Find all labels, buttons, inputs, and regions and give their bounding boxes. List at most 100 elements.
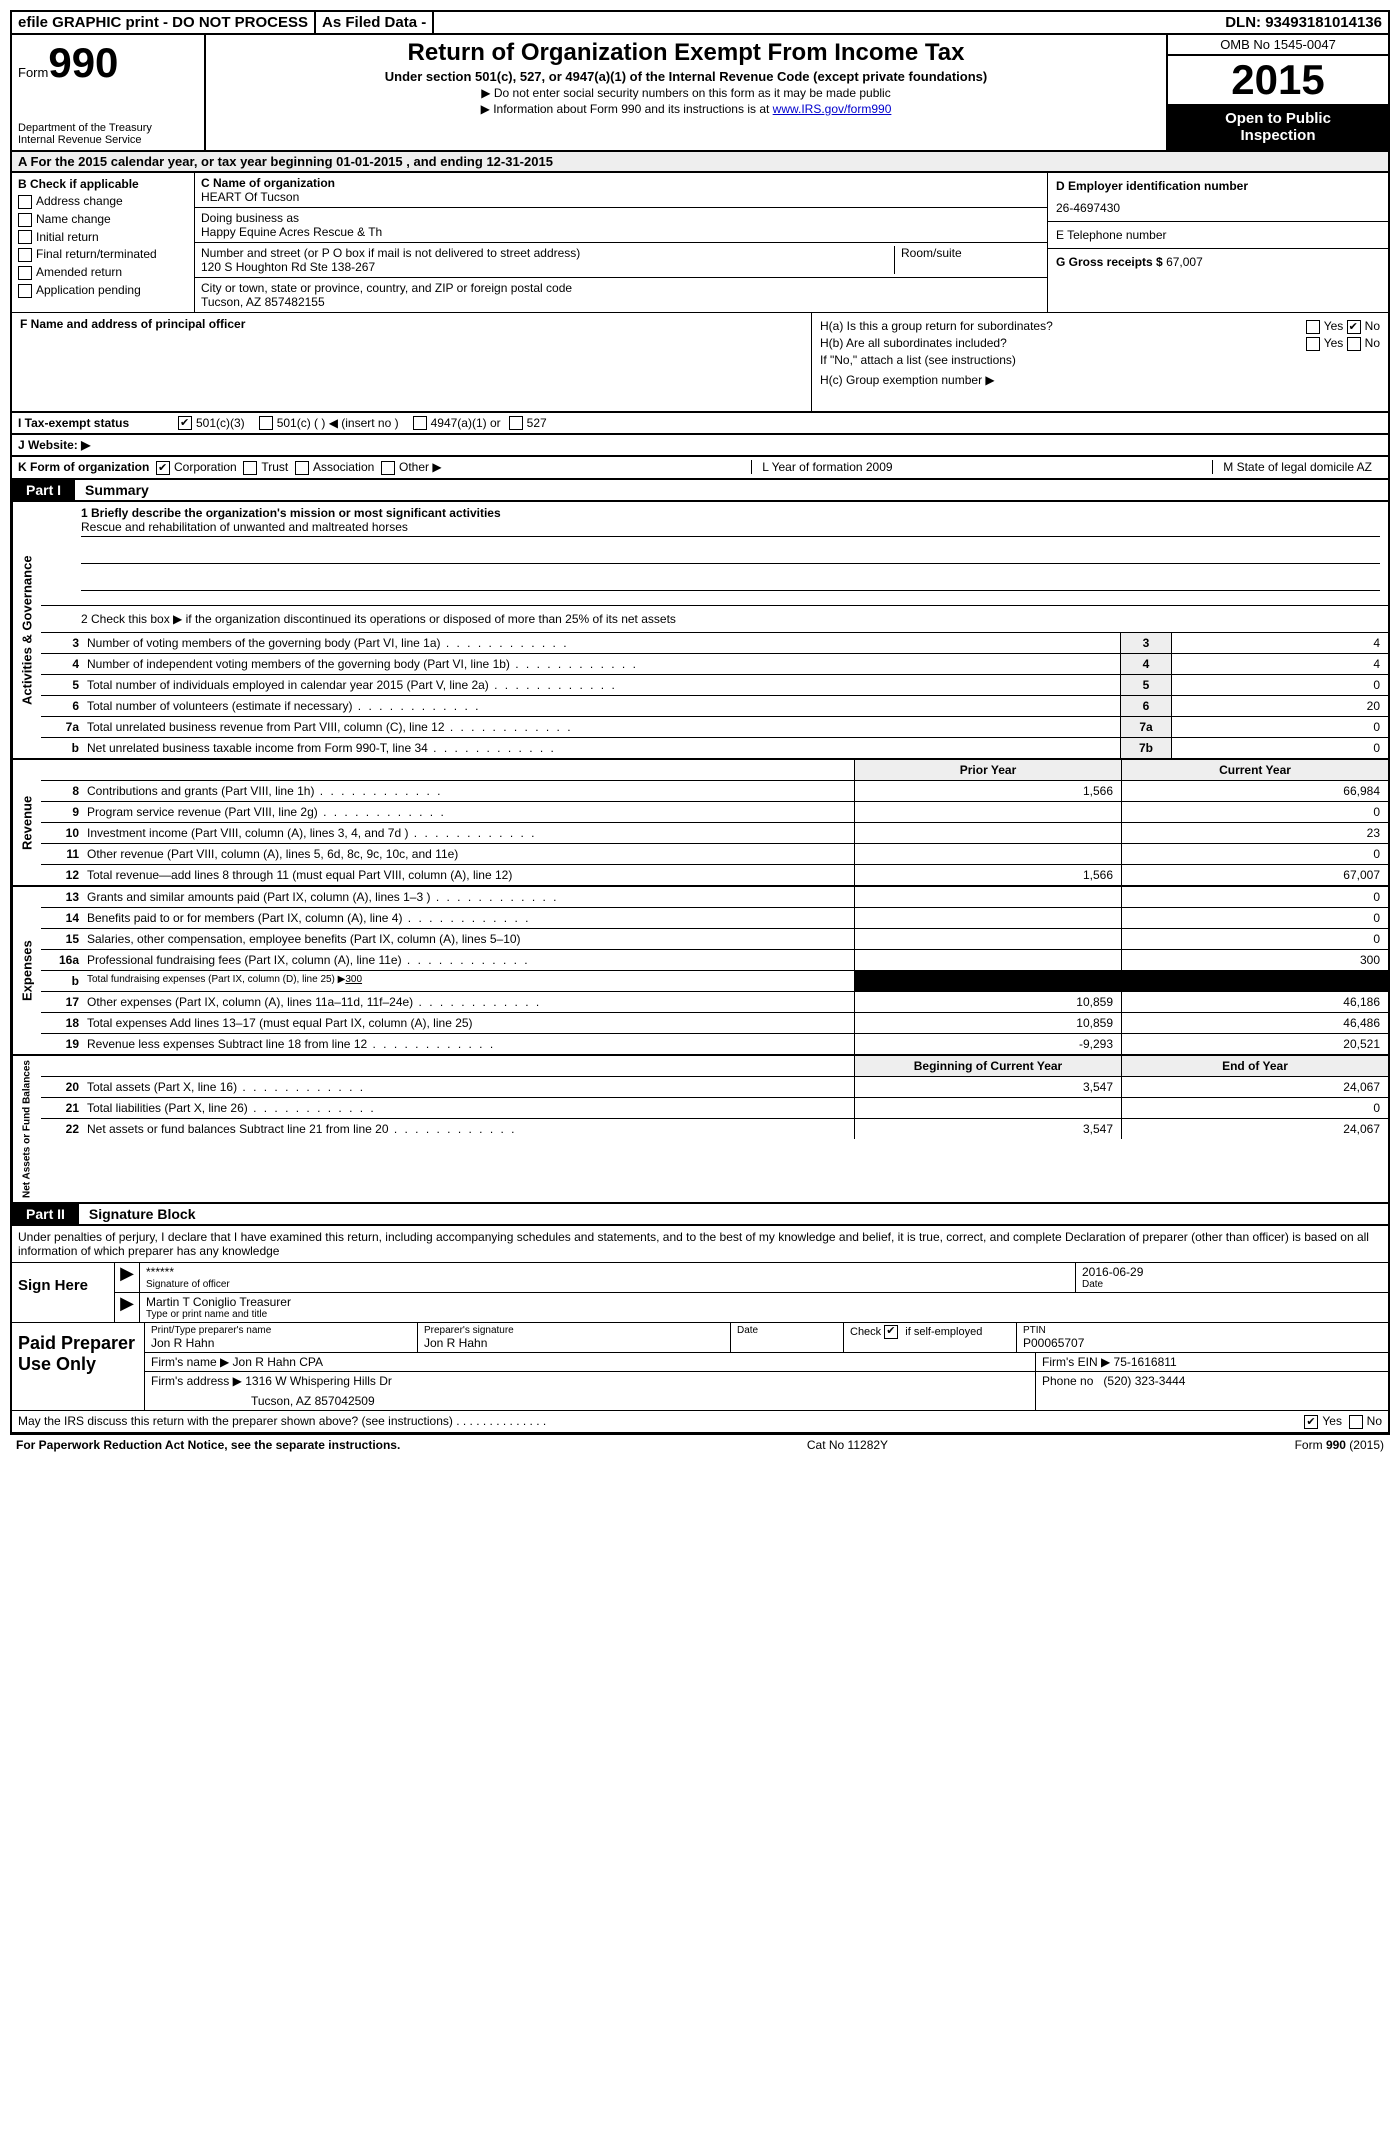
l-year: L Year of formation 2009 (751, 460, 902, 474)
line21-begin (854, 1098, 1121, 1118)
perjury-statement: Under penalties of perjury, I declare th… (12, 1226, 1388, 1262)
page-footer: For Paperwork Reduction Act Notice, see … (10, 1434, 1390, 1455)
column-b: B Check if applicable Address change Nam… (12, 173, 195, 312)
street-value: 120 S Houghton Rd Ste 138-267 (201, 260, 894, 274)
top-bar: efile GRAPHIC print - DO NOT PROCESS As … (10, 10, 1390, 35)
efile-label: efile GRAPHIC print - DO NOT PROCESS (12, 12, 316, 33)
line14-curr: 0 (1121, 908, 1388, 928)
line7b-label: Net unrelated business taxable income fr… (83, 738, 1120, 758)
line9-prior (854, 802, 1121, 822)
b-label: B Check if applicable (18, 177, 188, 191)
part2-label: Part II (12, 1204, 79, 1224)
chk-discuss-no[interactable] (1349, 1415, 1363, 1429)
line19-prior: -9,293 (854, 1034, 1121, 1054)
signature-stars: ****** (146, 1265, 1069, 1279)
preparer-name: Jon R Hahn (151, 1336, 411, 1350)
hdr-end: End of Year (1121, 1056, 1388, 1076)
dept-treasury: Department of the Treasury (18, 122, 198, 134)
firm-ein: 75-1616811 (1114, 1355, 1177, 1369)
mission-label: 1 Briefly describe the organization's mi… (81, 506, 1380, 520)
chk-final-return[interactable] (18, 248, 32, 262)
firm-name-label: Firm's name ▶ (151, 1355, 229, 1369)
summary-revenue: Revenue Prior YearCurrent Year 8Contribu… (10, 760, 1390, 887)
line21-label: Total liabilities (Part X, line 26) (83, 1098, 854, 1118)
arrow-icon: ▶ (115, 1263, 140, 1292)
chk-name-change[interactable] (18, 213, 32, 227)
chk-initial-return[interactable] (18, 230, 32, 244)
chk-other[interactable] (381, 461, 395, 475)
line8-prior: 1,566 (854, 781, 1121, 801)
line15-label: Salaries, other compensation, employee b… (83, 929, 854, 949)
chk-hb-no[interactable] (1347, 337, 1361, 351)
ein-value: 26-4697430 (1056, 201, 1380, 215)
line22-begin: 3,547 (854, 1119, 1121, 1139)
summary-expenses: Expenses 13Grants and similar amounts pa… (10, 887, 1390, 1056)
firm-addr1: 1316 W Whispering Hills Dr (245, 1374, 392, 1388)
preparer-sig-label: Preparer's signature (424, 1325, 724, 1336)
omb-number: OMB No 1545-0047 (1168, 35, 1388, 56)
line14-label: Benefits paid to or for members (Part IX… (83, 908, 854, 928)
date-label: Date (1082, 1279, 1382, 1290)
chk-address-change[interactable] (18, 195, 32, 209)
chk-ha-yes[interactable] (1306, 320, 1320, 334)
discontinued-check: 2 Check this box ▶ if the organization d… (41, 605, 1388, 632)
open-public-2: Inspection (1172, 127, 1384, 144)
chk-hb-yes[interactable] (1306, 337, 1320, 351)
summary-governance: Activities & Governance 1 Briefly descri… (10, 502, 1390, 760)
prep-date-label: Date (737, 1325, 837, 1336)
j-label: J Website: ▶ (18, 438, 90, 452)
vtab-governance: Activities & Governance (12, 502, 41, 758)
line16a-label: Professional fundraising fees (Part IX, … (83, 950, 854, 970)
chk-amended-return[interactable] (18, 266, 32, 280)
line3-label: Number of voting members of the governin… (83, 633, 1120, 653)
column-deg: D Employer identification number 26-4697… (1048, 173, 1388, 312)
c-name-label: C Name of organization (201, 176, 1041, 190)
row-j: J Website: ▶ (10, 435, 1390, 457)
line12-curr: 67,007 (1121, 865, 1388, 885)
chk-501c[interactable] (259, 416, 273, 430)
chk-assoc[interactable] (295, 461, 309, 475)
preparer-sig: Jon R Hahn (424, 1336, 724, 1350)
line7b-value: 0 (1171, 738, 1388, 758)
chk-501c3[interactable] (178, 416, 192, 430)
row-klm: K Form of organization Corporation Trust… (10, 457, 1390, 480)
discuss-question: May the IRS discuss this return with the… (18, 1414, 453, 1428)
row-a-tax-year: A For the 2015 calendar year, or tax yea… (10, 152, 1390, 173)
row-fh: F Name and address of principal officer … (10, 312, 1390, 413)
f-label: F Name and address of principal officer (20, 317, 803, 331)
line19-label: Revenue less expenses Subtract line 18 f… (83, 1034, 854, 1054)
line20-label: Total assets (Part X, line 16) (83, 1077, 854, 1097)
form-word: Form (18, 65, 48, 80)
org-name: HEART Of Tucson (201, 190, 1041, 204)
chk-ha-no[interactable] (1347, 320, 1361, 334)
line8-curr: 66,984 (1121, 781, 1388, 801)
chk-application-pending[interactable] (18, 284, 32, 298)
chk-corp[interactable] (156, 461, 170, 475)
part1-label: Part I (12, 480, 75, 500)
firm-ein-label: Firm's EIN ▶ (1042, 1355, 1110, 1369)
line20-begin: 3,547 (854, 1077, 1121, 1097)
irs-link[interactable]: www.IRS.gov/form990 (773, 102, 892, 116)
chk-trust[interactable] (243, 461, 257, 475)
line20-end: 24,067 (1121, 1077, 1388, 1097)
line9-label: Program service revenue (Part VIII, line… (83, 802, 854, 822)
ptin-value: P00065707 (1023, 1336, 1382, 1350)
chk-527[interactable] (509, 416, 523, 430)
line7a-label: Total unrelated business revenue from Pa… (83, 717, 1120, 737)
signature-of-officer-label: Signature of officer (146, 1279, 1069, 1290)
chk-discuss-yes[interactable] (1304, 1415, 1318, 1429)
m-state: M State of legal domicile AZ (1212, 460, 1382, 474)
row-i: I Tax-exempt status 501(c)(3) 501(c) ( )… (10, 413, 1390, 435)
vtab-expenses: Expenses (12, 887, 41, 1054)
i-label: I Tax-exempt status (18, 416, 178, 430)
line10-curr: 23 (1121, 823, 1388, 843)
line17-curr: 46,186 (1121, 992, 1388, 1012)
section-bcdeg: B Check if applicable Address change Nam… (10, 173, 1390, 312)
d-label: D Employer identification number (1056, 179, 1380, 193)
officer-name: Martin T Coniglio Treasurer (146, 1295, 1382, 1309)
chk-4947[interactable] (413, 416, 427, 430)
line16b-label: Total fundraising expenses (Part IX, col… (83, 971, 854, 991)
chk-self-employed[interactable] (884, 1325, 898, 1339)
phone-value: (520) 323-3444 (1103, 1374, 1185, 1388)
dept-irs: Internal Revenue Service (18, 134, 198, 146)
